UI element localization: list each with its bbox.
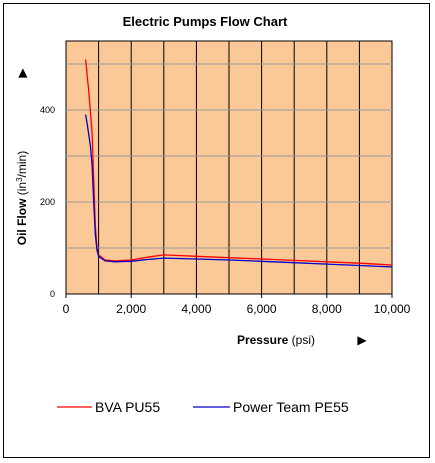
- gridlines: [66, 41, 392, 294]
- x-tick-label-1: 2,000: [116, 302, 146, 316]
- y-axis-arrow: ▶: [15, 68, 29, 78]
- x-tick-label-2: 4,000: [181, 302, 211, 316]
- x-axis-label-unit: (psi): [292, 333, 315, 347]
- y-tick-label-0: 0: [50, 289, 55, 299]
- x-axis-label: Pressure (psi): [237, 333, 315, 347]
- x-tick-label-4: 8,000: [312, 302, 342, 316]
- y-axis-label-unit-suffix: /min): [15, 151, 29, 178]
- y-axis-label-unit-sup: 3: [15, 177, 24, 182]
- y-tick-label-1: 200: [40, 197, 55, 207]
- y-axis-arrow-icon: ▶: [15, 68, 29, 78]
- series-line-1: [84, 114, 393, 268]
- series-line-0: [84, 59, 393, 266]
- legend-label-1: Power Team PE55: [233, 399, 349, 415]
- x-axis-arrow-icon: ▶: [357, 333, 367, 347]
- x-axis-ticks: 0 2,000 4,000 6,000 8,000 10,000: [63, 294, 411, 316]
- y-axis-label-main: Oil Flow: [15, 198, 29, 245]
- legend-label-0: BVA PU55: [95, 399, 160, 415]
- y-axis-label: Oil Flow (in3/min): [15, 151, 30, 245]
- y-axis-label-unit-prefix: (in: [15, 182, 29, 195]
- y-axis-ticks: 0 200 400: [40, 105, 55, 299]
- x-tick-label-3: 6,000: [247, 302, 277, 316]
- series-lines: [84, 59, 393, 268]
- x-tick-label-5: 10,000: [374, 302, 411, 316]
- x-tick-label-0: 0: [63, 302, 70, 316]
- legend: BVA PU55 Power Team PE55: [57, 399, 349, 415]
- svg-text:Oil Flow (in3/min): Oil Flow (in3/min): [15, 151, 30, 245]
- x-axis-label-main: Pressure: [237, 333, 289, 347]
- y-tick-label-2: 400: [40, 105, 55, 115]
- chart-title: Electric Pumps Flow Chart: [123, 14, 288, 29]
